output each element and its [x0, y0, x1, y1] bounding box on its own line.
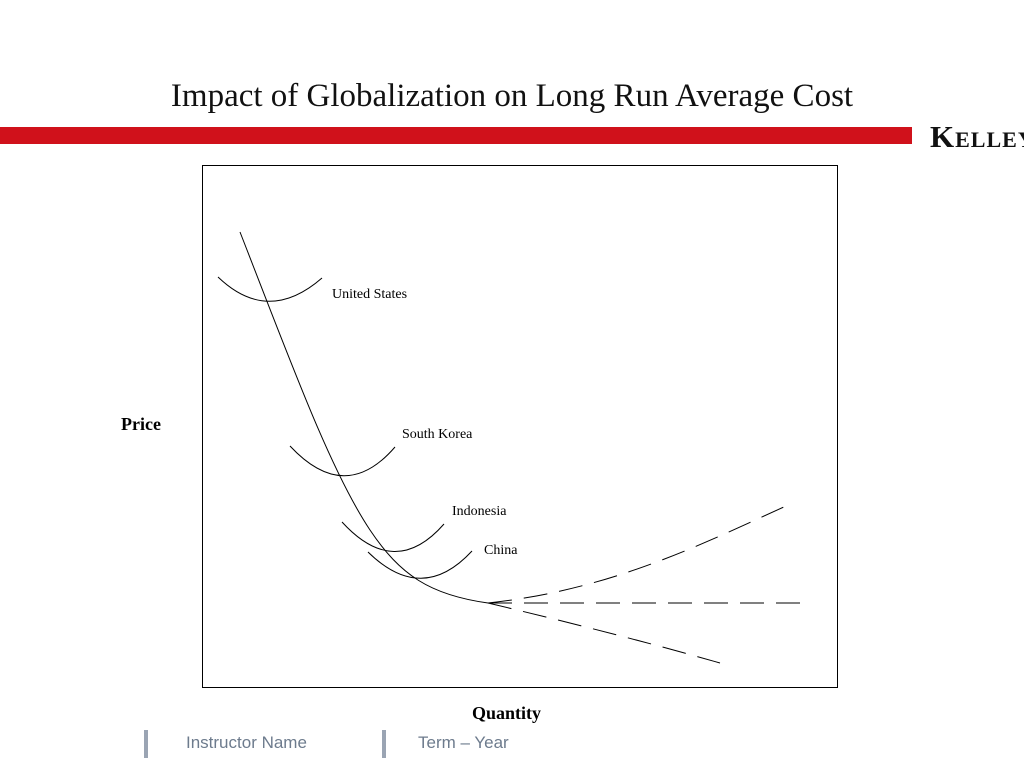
kelley-logo: KELLEY — [930, 119, 1024, 154]
china-cost-curve — [367, 550, 473, 579]
indonesia-cost-curve — [341, 521, 445, 552]
curve-label-united-states: United States — [332, 287, 408, 302]
y-axis-label: Price — [121, 414, 161, 434]
lrac-envelope-curve — [239, 231, 489, 604]
title-accent-bar — [0, 127, 912, 144]
footer-instructor: Instructor Name — [186, 733, 307, 752]
footer-divider — [144, 730, 148, 758]
footer-term: Term – Year — [418, 733, 509, 752]
falling-cost-projection — [487, 602, 721, 664]
rising-cost-projection — [487, 505, 787, 604]
us-cost-curve — [217, 276, 323, 302]
curve-label-south-korea: South Korea — [402, 427, 473, 442]
diagram-frame — [202, 165, 838, 688]
footer-divider — [382, 730, 386, 758]
x-axis-label: Quantity — [472, 703, 542, 723]
curve-label-indonesia: Indonesia — [452, 504, 507, 519]
south-korea-cost-curve — [289, 445, 396, 477]
slide-title: Impact of Globalization on Long Run Aver… — [170, 78, 854, 114]
curve-label-china: China — [484, 543, 518, 558]
